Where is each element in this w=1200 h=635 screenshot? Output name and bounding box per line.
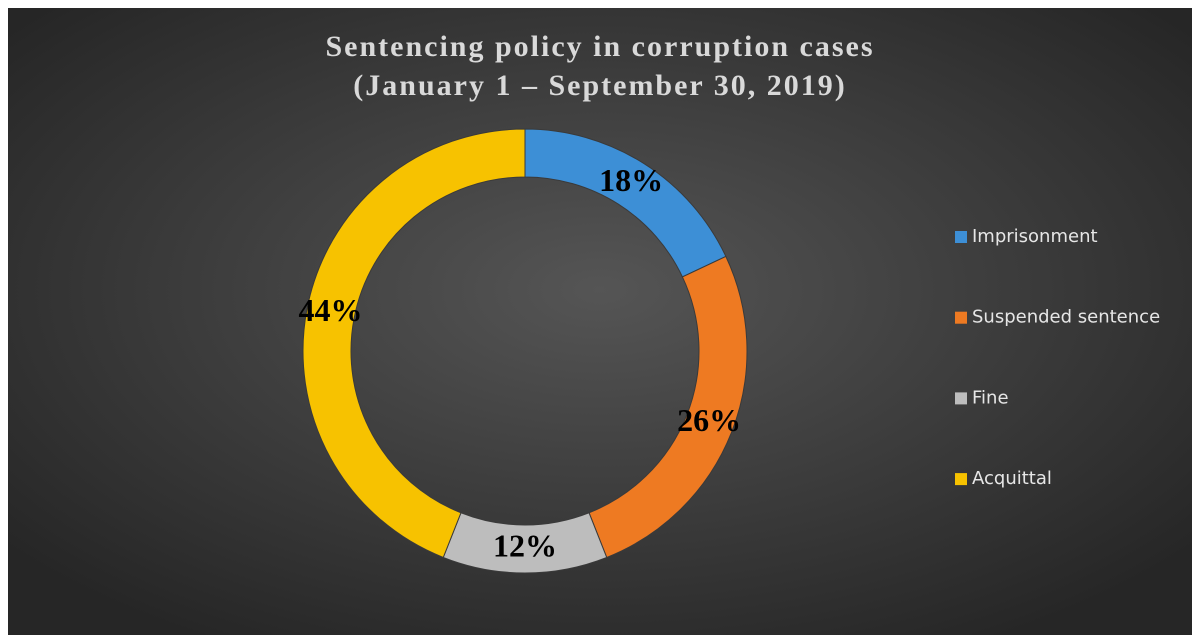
legend-text: Acquittal — [972, 468, 1052, 489]
legend-swatch — [955, 473, 967, 486]
chart-title: Sentencing policy in corruption cases — [325, 30, 874, 63]
legend-swatch — [955, 392, 967, 405]
value-label: 44% — [299, 292, 363, 328]
legend-text: Fine — [972, 387, 1009, 408]
legend-text: Suspended sentence — [972, 307, 1160, 328]
value-label: 18% — [599, 162, 663, 198]
donut-segment — [302, 128, 526, 559]
value-label: 12% — [493, 527, 557, 563]
value-label: 26% — [677, 402, 741, 438]
legend-swatch — [955, 311, 967, 324]
chart-subtitle: (January 1 – September 30, 2019) — [353, 69, 846, 102]
legend-text: Imprisonment — [972, 226, 1098, 247]
legend-swatch — [955, 231, 967, 243]
